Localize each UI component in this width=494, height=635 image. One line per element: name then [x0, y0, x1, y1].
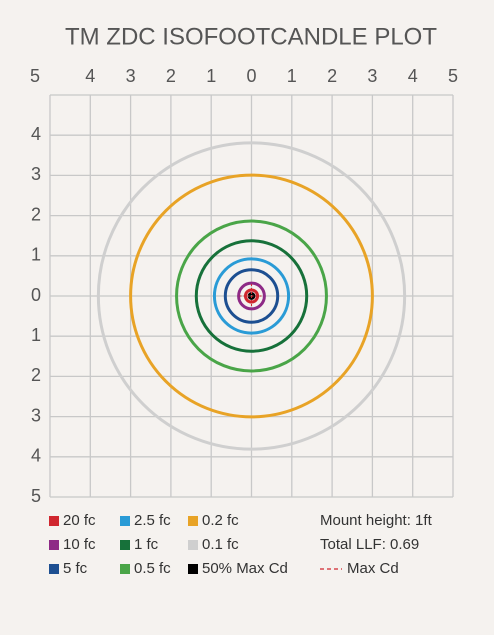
x-tick-label: 3 [126, 66, 136, 86]
y-tick-label: 1 [31, 245, 41, 265]
x-tick-label: 1 [287, 66, 297, 86]
legend-label: 0.1 fc [202, 536, 239, 553]
legend-label: Max Cd [347, 560, 399, 577]
x-tick-label: 3 [367, 66, 377, 86]
legend-swatch [49, 564, 59, 574]
y-tick-label: 3 [31, 164, 41, 184]
iso-contour [212, 257, 291, 335]
legend-label: 5 fc [63, 560, 88, 577]
annotation: Mount height: 1ft [320, 512, 433, 529]
legend-label: 2.5 fc [134, 512, 171, 529]
legend-label: 50% Max Cd [202, 560, 288, 577]
legend-swatch [49, 516, 59, 526]
y-tick-label: 4 [31, 124, 41, 144]
x-tick-label: 5 [30, 66, 40, 86]
iso-contour [223, 268, 280, 324]
x-tick-label: 1 [206, 66, 216, 86]
y-tick-label: 1 [31, 325, 41, 345]
x-tick-label: 4 [85, 66, 95, 86]
y-tick-label: 2 [31, 204, 41, 224]
y-tick-label: 2 [31, 365, 41, 385]
y-tick-label: 3 [31, 405, 41, 425]
x-tick-label: 2 [327, 66, 337, 86]
legend-swatch [120, 516, 130, 526]
chart-title: TM ZDC ISOFOOTCANDLE PLOT [65, 23, 437, 50]
annotation: Total LLF: 0.69 [320, 536, 419, 553]
legend-label: 20 fc [63, 512, 96, 529]
legend-swatch [49, 540, 59, 550]
x-tick-label: 2 [166, 66, 176, 86]
iso-contour [237, 281, 266, 311]
legend-swatch [188, 540, 198, 550]
legend-label: 10 fc [63, 536, 96, 553]
legend-swatch [188, 516, 198, 526]
legend-label: 0.2 fc [202, 512, 239, 529]
legend-label: 0.5 fc [134, 560, 171, 577]
iso-contour [194, 239, 309, 353]
legend-swatch [120, 540, 130, 550]
legend-swatch [120, 564, 130, 574]
y-tick-label: 5 [31, 486, 41, 506]
x-tick-label: 4 [408, 66, 418, 86]
iso-contour [96, 141, 407, 451]
x-tick-label: 0 [246, 66, 256, 86]
x-tick-label: 5 [448, 66, 458, 86]
y-tick-label: 4 [31, 446, 41, 466]
iso-contour [129, 173, 374, 419]
legend-label: 1 fc [134, 536, 159, 553]
legend-swatch [188, 564, 198, 574]
y-tick-label: 0 [31, 285, 41, 305]
iso-contour [175, 219, 328, 373]
